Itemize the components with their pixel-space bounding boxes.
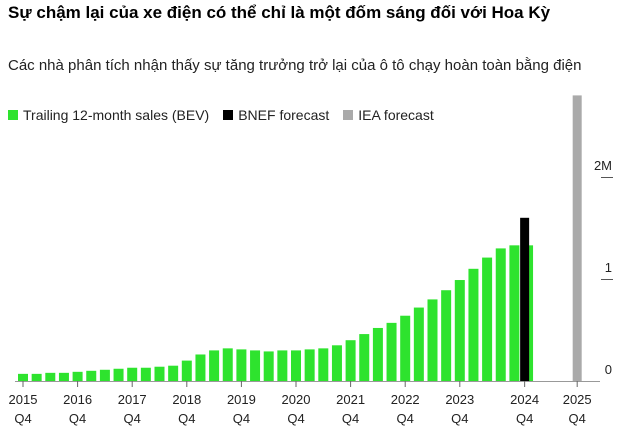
bar-bev [99,369,110,381]
bar-bev [236,349,247,381]
bar-bev [181,360,192,381]
bar-bev [441,290,452,381]
bar-bev [304,349,315,381]
legend-swatch-bnef [223,110,234,120]
bar-bev [18,373,28,381]
chart-subtitle: Các nhà phân tích nhận thấy sự tăng trưở… [8,57,582,74]
x-tick-year: 2016 [63,392,92,407]
x-tick-quarter: Q4 [69,411,86,426]
bar-bev [413,307,424,381]
x-tick-year: 2023 [445,392,474,407]
legend-label-bev: Trailing 12-month sales (BEV) [23,107,210,123]
bar-bev [331,345,342,381]
bar-bev [427,299,438,381]
bar-bev [291,350,301,381]
bar-bev [140,367,151,381]
x-tick-year: 2017 [118,392,147,407]
bar-bev [509,245,520,381]
x-tick-quarter: Q4 [516,411,533,426]
legend: Trailing 12-month sales (BEV) BNEF forec… [8,106,448,124]
bar-bev [113,368,124,381]
bar-iea-forecast [572,95,582,382]
bar-bev [495,248,506,381]
x-tick-year: 2021 [336,392,365,407]
legend-swatch-iea [343,110,354,120]
x-tick-quarter: Q4 [397,411,414,426]
x-tick-quarter: Q4 [569,411,586,426]
y-tick-label: 2M [594,158,612,173]
x-tick-year: 2015 [9,392,38,407]
bar-bnef-forecast [520,217,530,381]
bar-bev [263,351,274,381]
x-tick-quarter: Q4 [287,411,304,426]
bar-bev [468,268,479,381]
chart-title: Sự chậm lại của xe điện có thể chỉ là mộ… [8,3,551,22]
bar-bev [482,257,493,381]
x-tick-quarter: Q4 [233,411,250,426]
legend-label-bnef: BNEF forecast [238,107,330,123]
bar-bev [454,280,465,381]
bar-bev [127,367,138,381]
bar-bev [359,334,370,381]
x-tick-year: 2022 [391,392,420,407]
bar-bev [86,370,97,381]
x-tick-year: 2019 [227,392,256,407]
y-tick-label: 0 [605,362,612,377]
bar-bev [72,371,83,381]
bar-bev [45,372,56,381]
x-tick-quarter: Q4 [14,411,31,426]
bar-bev [58,372,69,381]
x-tick-year: 2025 [563,392,592,407]
bar-bev [209,350,220,381]
legend-item-bnef: BNEF forecast [223,107,329,123]
legend-item-iea: IEA forecast [343,107,434,123]
x-tick-year: 2018 [172,392,201,407]
x-tick-quarter: Q4 [178,411,195,426]
legend-swatch-bev [8,110,18,120]
bar-bev [277,350,288,381]
bar-bev [168,365,179,381]
x-tick-quarter: Q4 [451,411,468,426]
bar-bev [400,315,411,381]
bar-bev [222,348,233,381]
bar-bev [31,373,42,381]
bar-bev [250,350,261,381]
x-tick-year: 2020 [282,392,311,407]
bar-bev [386,322,397,381]
bar-bev [154,366,165,381]
bar-bev [345,340,356,381]
y-tick-label: 1 [605,260,612,275]
legend-label-iea: IEA forecast [358,107,434,123]
x-tick-quarter: Q4 [124,411,141,426]
bar-bev [318,348,329,381]
legend-item-bev: Trailing 12-month sales (BEV) [8,107,209,123]
bar-bev [195,354,206,381]
bar-bev [372,327,383,381]
x-tick-quarter: Q4 [342,411,359,426]
x-tick-year: 2024 [510,392,539,407]
